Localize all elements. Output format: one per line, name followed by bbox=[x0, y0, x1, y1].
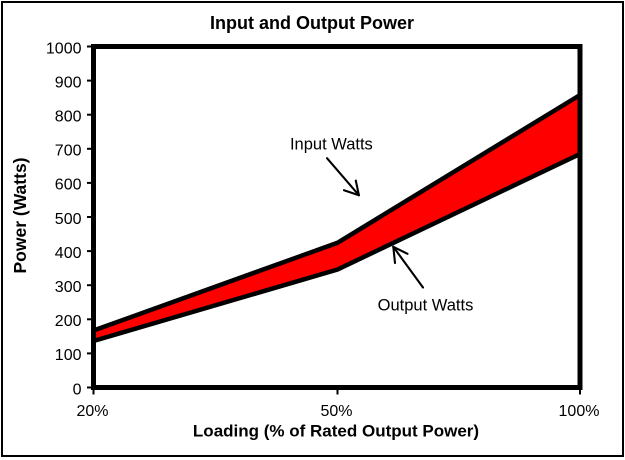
svg-text:100: 100 bbox=[55, 347, 82, 364]
svg-text:50%: 50% bbox=[320, 403, 352, 420]
svg-text:1000: 1000 bbox=[46, 40, 82, 57]
svg-text:Power (Watts): Power (Watts) bbox=[10, 157, 30, 273]
svg-text:800: 800 bbox=[55, 109, 82, 126]
svg-text:200: 200 bbox=[55, 313, 82, 330]
svg-text:Input and Output Power: Input and Output Power bbox=[210, 13, 414, 33]
svg-text:500: 500 bbox=[55, 211, 82, 228]
svg-text:400: 400 bbox=[55, 245, 82, 262]
svg-text:Input Watts: Input Watts bbox=[290, 136, 373, 154]
svg-text:0: 0 bbox=[73, 381, 82, 398]
svg-text:Output Watts: Output Watts bbox=[378, 297, 474, 315]
svg-text:20%: 20% bbox=[76, 403, 108, 420]
svg-text:100%: 100% bbox=[559, 403, 600, 420]
svg-text:600: 600 bbox=[55, 177, 82, 194]
svg-text:900: 900 bbox=[55, 74, 82, 91]
svg-text:Loading (% of Rated Output Pow: Loading (% of Rated Output Power) bbox=[193, 422, 479, 441]
svg-text:300: 300 bbox=[55, 279, 82, 296]
svg-text:700: 700 bbox=[55, 143, 82, 160]
